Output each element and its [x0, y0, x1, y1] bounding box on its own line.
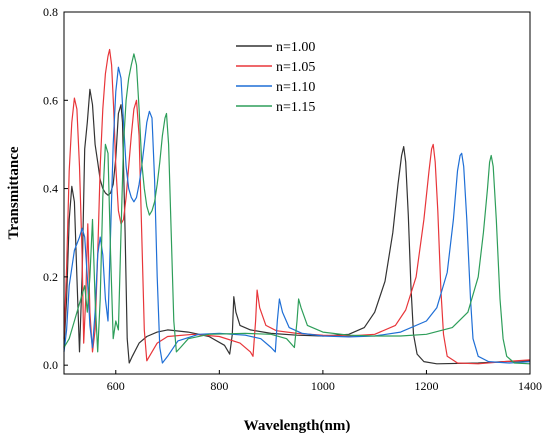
y-tick-label: 0.6 — [43, 93, 58, 107]
x-tick-label: 800 — [210, 379, 228, 393]
x-tick-label: 1200 — [414, 379, 438, 393]
y-tick-label: 0.4 — [43, 182, 58, 196]
legend-label-1: n=1.00 — [276, 40, 315, 55]
series-line-2 — [63, 48, 531, 365]
axis-ticks: 600 800 1000 1200 1400 0.0 0.2 0.4 0.6 0.8 — [43, 5, 542, 393]
series-line-1 — [63, 88, 531, 365]
plot-lines — [63, 48, 531, 365]
y-tick-label: 0.2 — [43, 270, 58, 284]
x-tick-label: 1000 — [311, 379, 335, 393]
x-tick-label: 1400 — [518, 379, 542, 393]
legend: n=1.00 n=1.05 n=1.10 n=1.15 — [236, 40, 315, 115]
legend-label-4: n=1.15 — [276, 100, 315, 115]
series-line-4 — [63, 53, 531, 365]
y-tick-label: 0.0 — [43, 358, 58, 372]
series-line-3 — [63, 66, 531, 364]
legend-label-2: n=1.05 — [276, 60, 315, 75]
x-axis-title: Wavelength(nm) — [244, 418, 351, 434]
plot-frame — [63, 11, 531, 375]
legend-label-3: n=1.10 — [276, 80, 315, 95]
x-tick-label: 600 — [107, 379, 125, 393]
y-tick-label: 0.8 — [43, 5, 58, 19]
y-axis-title: Transmittance — [6, 146, 22, 239]
